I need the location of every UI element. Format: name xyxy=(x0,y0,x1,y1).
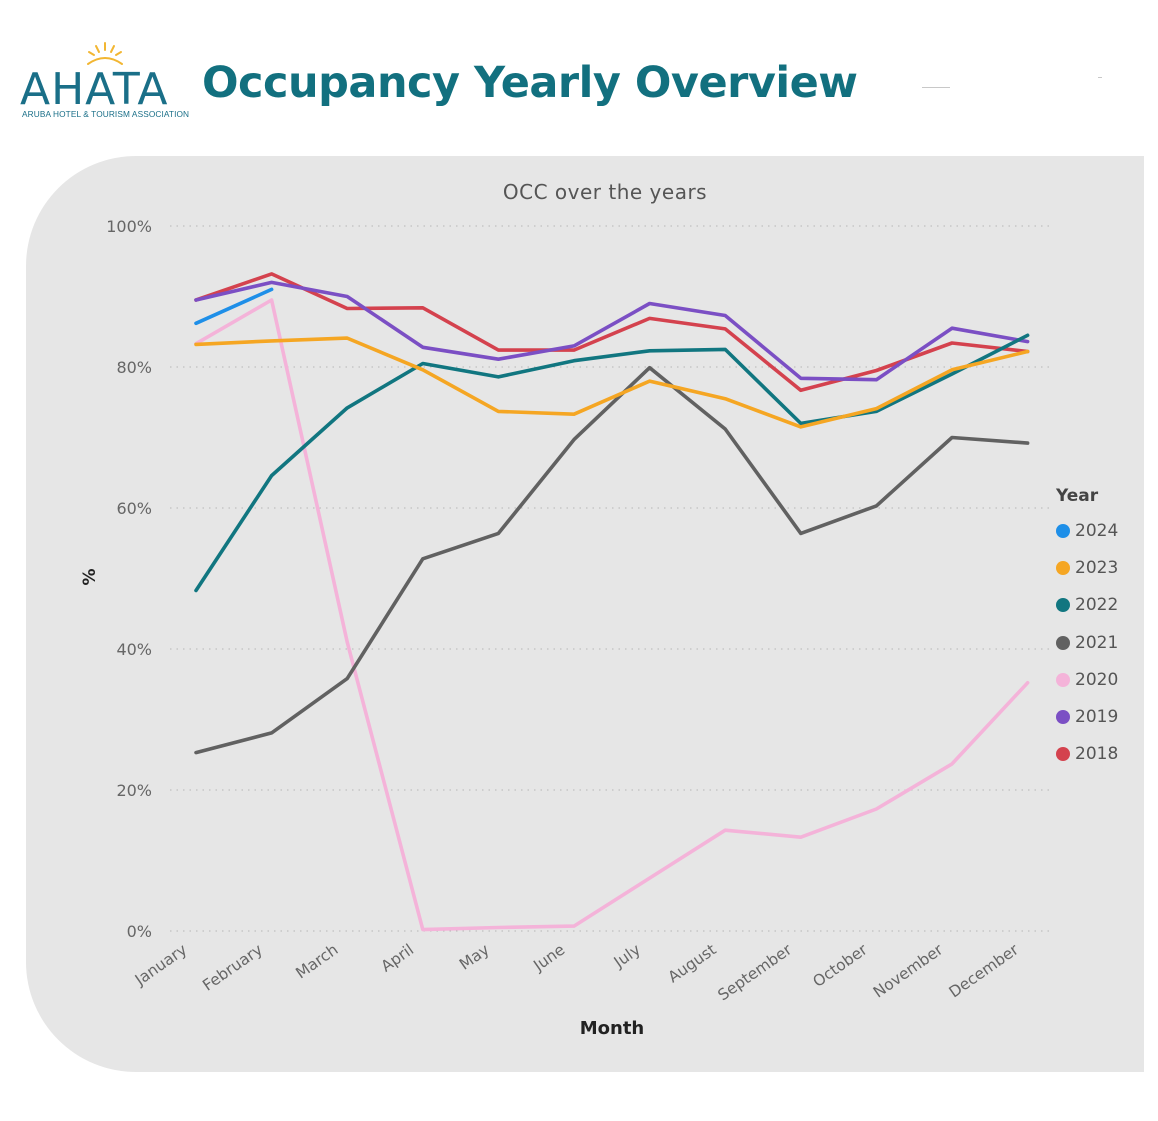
legend-item-2021[interactable]: 2021 xyxy=(1056,624,1118,661)
legend: Year 2024 2023 2022 2021 2020 2019 2018 xyxy=(1056,486,1118,773)
legend-dot-2020 xyxy=(1056,672,1070,687)
x-tick-label: September xyxy=(715,940,796,1004)
header: AHATA ARUBA HOTEL & TOURISM ASSOCIATION … xyxy=(0,0,1158,150)
y-tick-label: 0% xyxy=(127,922,152,941)
legend-label: 2019 xyxy=(1075,707,1119,728)
legend-dot-2019 xyxy=(1056,710,1070,725)
y-tick-label: 60% xyxy=(116,499,152,518)
legend-dot-2023 xyxy=(1056,560,1070,575)
x-tick-label: February xyxy=(199,941,266,995)
chart-title: OCC over the years xyxy=(502,180,708,204)
series-line-2021 xyxy=(194,365,1030,755)
series-line-2022 xyxy=(194,333,1030,593)
page-title: Occupancy Yearly Overview xyxy=(202,58,858,108)
x-tick-label: May xyxy=(456,941,493,974)
legend-item-2022[interactable]: 2022 xyxy=(1056,587,1118,624)
y-tick-label: 100% xyxy=(106,217,152,236)
legend-item-2024[interactable]: 2024 xyxy=(1056,512,1118,549)
x-tick-label: August xyxy=(665,941,720,987)
sun-icon xyxy=(87,42,123,65)
legend-title: Year xyxy=(1056,486,1099,506)
ahata-logo: AHATA ARUBA HOTEL & TOURISM ASSOCIATION xyxy=(18,40,190,124)
x-axis-label: Month xyxy=(579,1018,645,1039)
legend-label: 2020 xyxy=(1075,669,1119,690)
x-tick-label: December xyxy=(946,940,1023,1001)
x-tick-label: January xyxy=(131,941,190,990)
x-tick-label: July xyxy=(610,941,644,972)
legend-label: 2018 xyxy=(1075,744,1119,765)
series-line-2019 xyxy=(194,280,1030,382)
y-tick-label: 20% xyxy=(116,781,152,800)
y-axis-label: % xyxy=(80,568,100,586)
series-line-2018 xyxy=(194,272,1030,393)
legend-dot-2022 xyxy=(1056,598,1070,613)
series-line-2024 xyxy=(194,287,274,326)
legend-dot-2024 xyxy=(1056,523,1070,538)
x-tick-label: April xyxy=(378,941,417,976)
legend-label: 2024 xyxy=(1075,520,1119,541)
x-tick-label: March xyxy=(292,941,341,983)
y-tick-label: 40% xyxy=(116,640,152,659)
x-tick-label: June xyxy=(529,941,568,976)
x-tick-label: November xyxy=(870,940,947,1001)
legend-item-2018[interactable]: 2018 xyxy=(1056,736,1118,773)
legend-dot-2018 xyxy=(1056,747,1070,762)
series-line-2023 xyxy=(194,336,1030,429)
logo-text: AHATA xyxy=(20,64,169,115)
legend-item-2020[interactable]: 2020 xyxy=(1056,661,1118,698)
legend-label: 2023 xyxy=(1075,557,1119,578)
legend-item-2019[interactable]: 2019 xyxy=(1056,698,1118,735)
series-line-2020 xyxy=(194,298,1030,932)
logo-subtext: ARUBA HOTEL & TOURISM ASSOCIATION xyxy=(22,109,190,119)
legend-label: 2021 xyxy=(1075,632,1119,653)
y-tick-label: 80% xyxy=(116,358,152,377)
legend-item-2023[interactable]: 2023 xyxy=(1056,549,1118,586)
decorative-line xyxy=(1098,77,1102,78)
legend-dot-2021 xyxy=(1056,635,1070,650)
legend-label: 2022 xyxy=(1075,595,1119,616)
decorative-line xyxy=(922,87,950,88)
x-tick-label: October xyxy=(810,940,872,991)
